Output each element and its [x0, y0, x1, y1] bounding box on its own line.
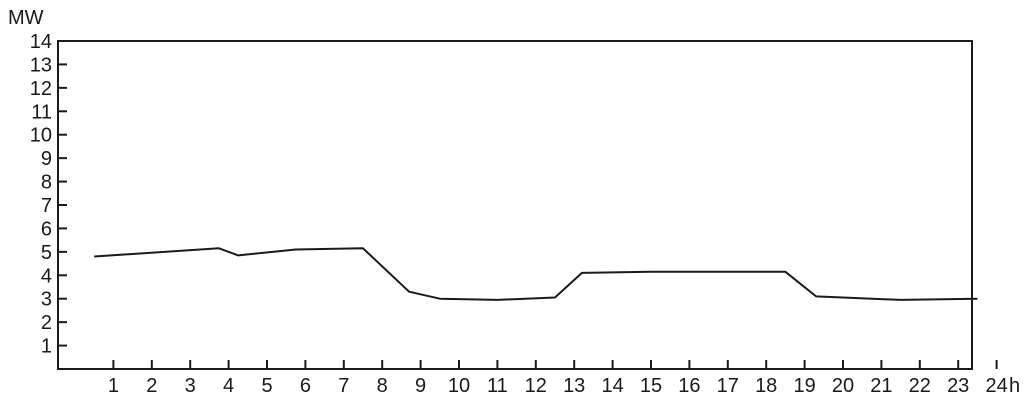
x-tick-label: 3 [185, 375, 196, 397]
x-tick-label: 5 [261, 375, 272, 397]
x-tick-label: 18 [755, 375, 777, 397]
x-tick-label: 20 [832, 375, 854, 397]
y-tick-label: 12 [30, 78, 52, 100]
plot-frame [57, 40, 973, 370]
x-tick-label: 16 [678, 375, 700, 397]
y-tick-label: 4 [41, 265, 52, 287]
x-tick-label: 11 [487, 375, 508, 397]
x-tick-label: 21 [870, 375, 892, 397]
y-tick-label: 5 [41, 242, 52, 264]
x-tick-label: 12 [525, 375, 547, 397]
y-tick-label: 2 [41, 312, 52, 334]
x-axis-unit: h [1009, 375, 1020, 397]
x-tick-label: 22 [909, 375, 931, 397]
series-line [94, 247, 978, 301]
x-tick-label: 13 [563, 375, 585, 397]
y-tick-label: 11 [31, 101, 52, 123]
x-tick-label: 17 [717, 375, 739, 397]
y-tick-label: 7 [41, 195, 52, 217]
x-tick-label: 2 [146, 375, 157, 397]
y-tick-label: 9 [41, 148, 52, 170]
x-tick-label: 8 [377, 375, 388, 397]
x-tick-label: 15 [640, 375, 662, 397]
x-tick-label: 19 [793, 375, 815, 397]
y-tick-label: 3 [41, 289, 52, 311]
y-tick-label: 14 [30, 31, 52, 53]
y-tick-label: 10 [30, 125, 52, 147]
x-tick-label: 7 [338, 375, 349, 397]
y-tick-label: 6 [41, 218, 52, 240]
y-axis-unit: MW [8, 7, 44, 29]
y-tick-label: 1 [41, 336, 52, 358]
x-tick-label: 10 [448, 375, 470, 397]
y-tick-label: 13 [30, 54, 52, 76]
x-axis: 1 2 3 4 5 6 7 8 9 10 11 12 13 14 15 16 17 18 19 20 21 22 23 24 [108, 360, 1008, 397]
x-tick-label: 1 [108, 375, 119, 397]
x-tick-label: 23 [947, 375, 969, 397]
x-tick-label: 14 [601, 375, 623, 397]
y-tick-label: 8 [41, 172, 52, 194]
x-tick-label: 24 [985, 375, 1007, 397]
series-layer [94, 247, 978, 301]
x-tick-label: 9 [415, 375, 426, 397]
x-tick-label: 6 [300, 375, 311, 397]
x-tick-label: 4 [223, 375, 234, 397]
